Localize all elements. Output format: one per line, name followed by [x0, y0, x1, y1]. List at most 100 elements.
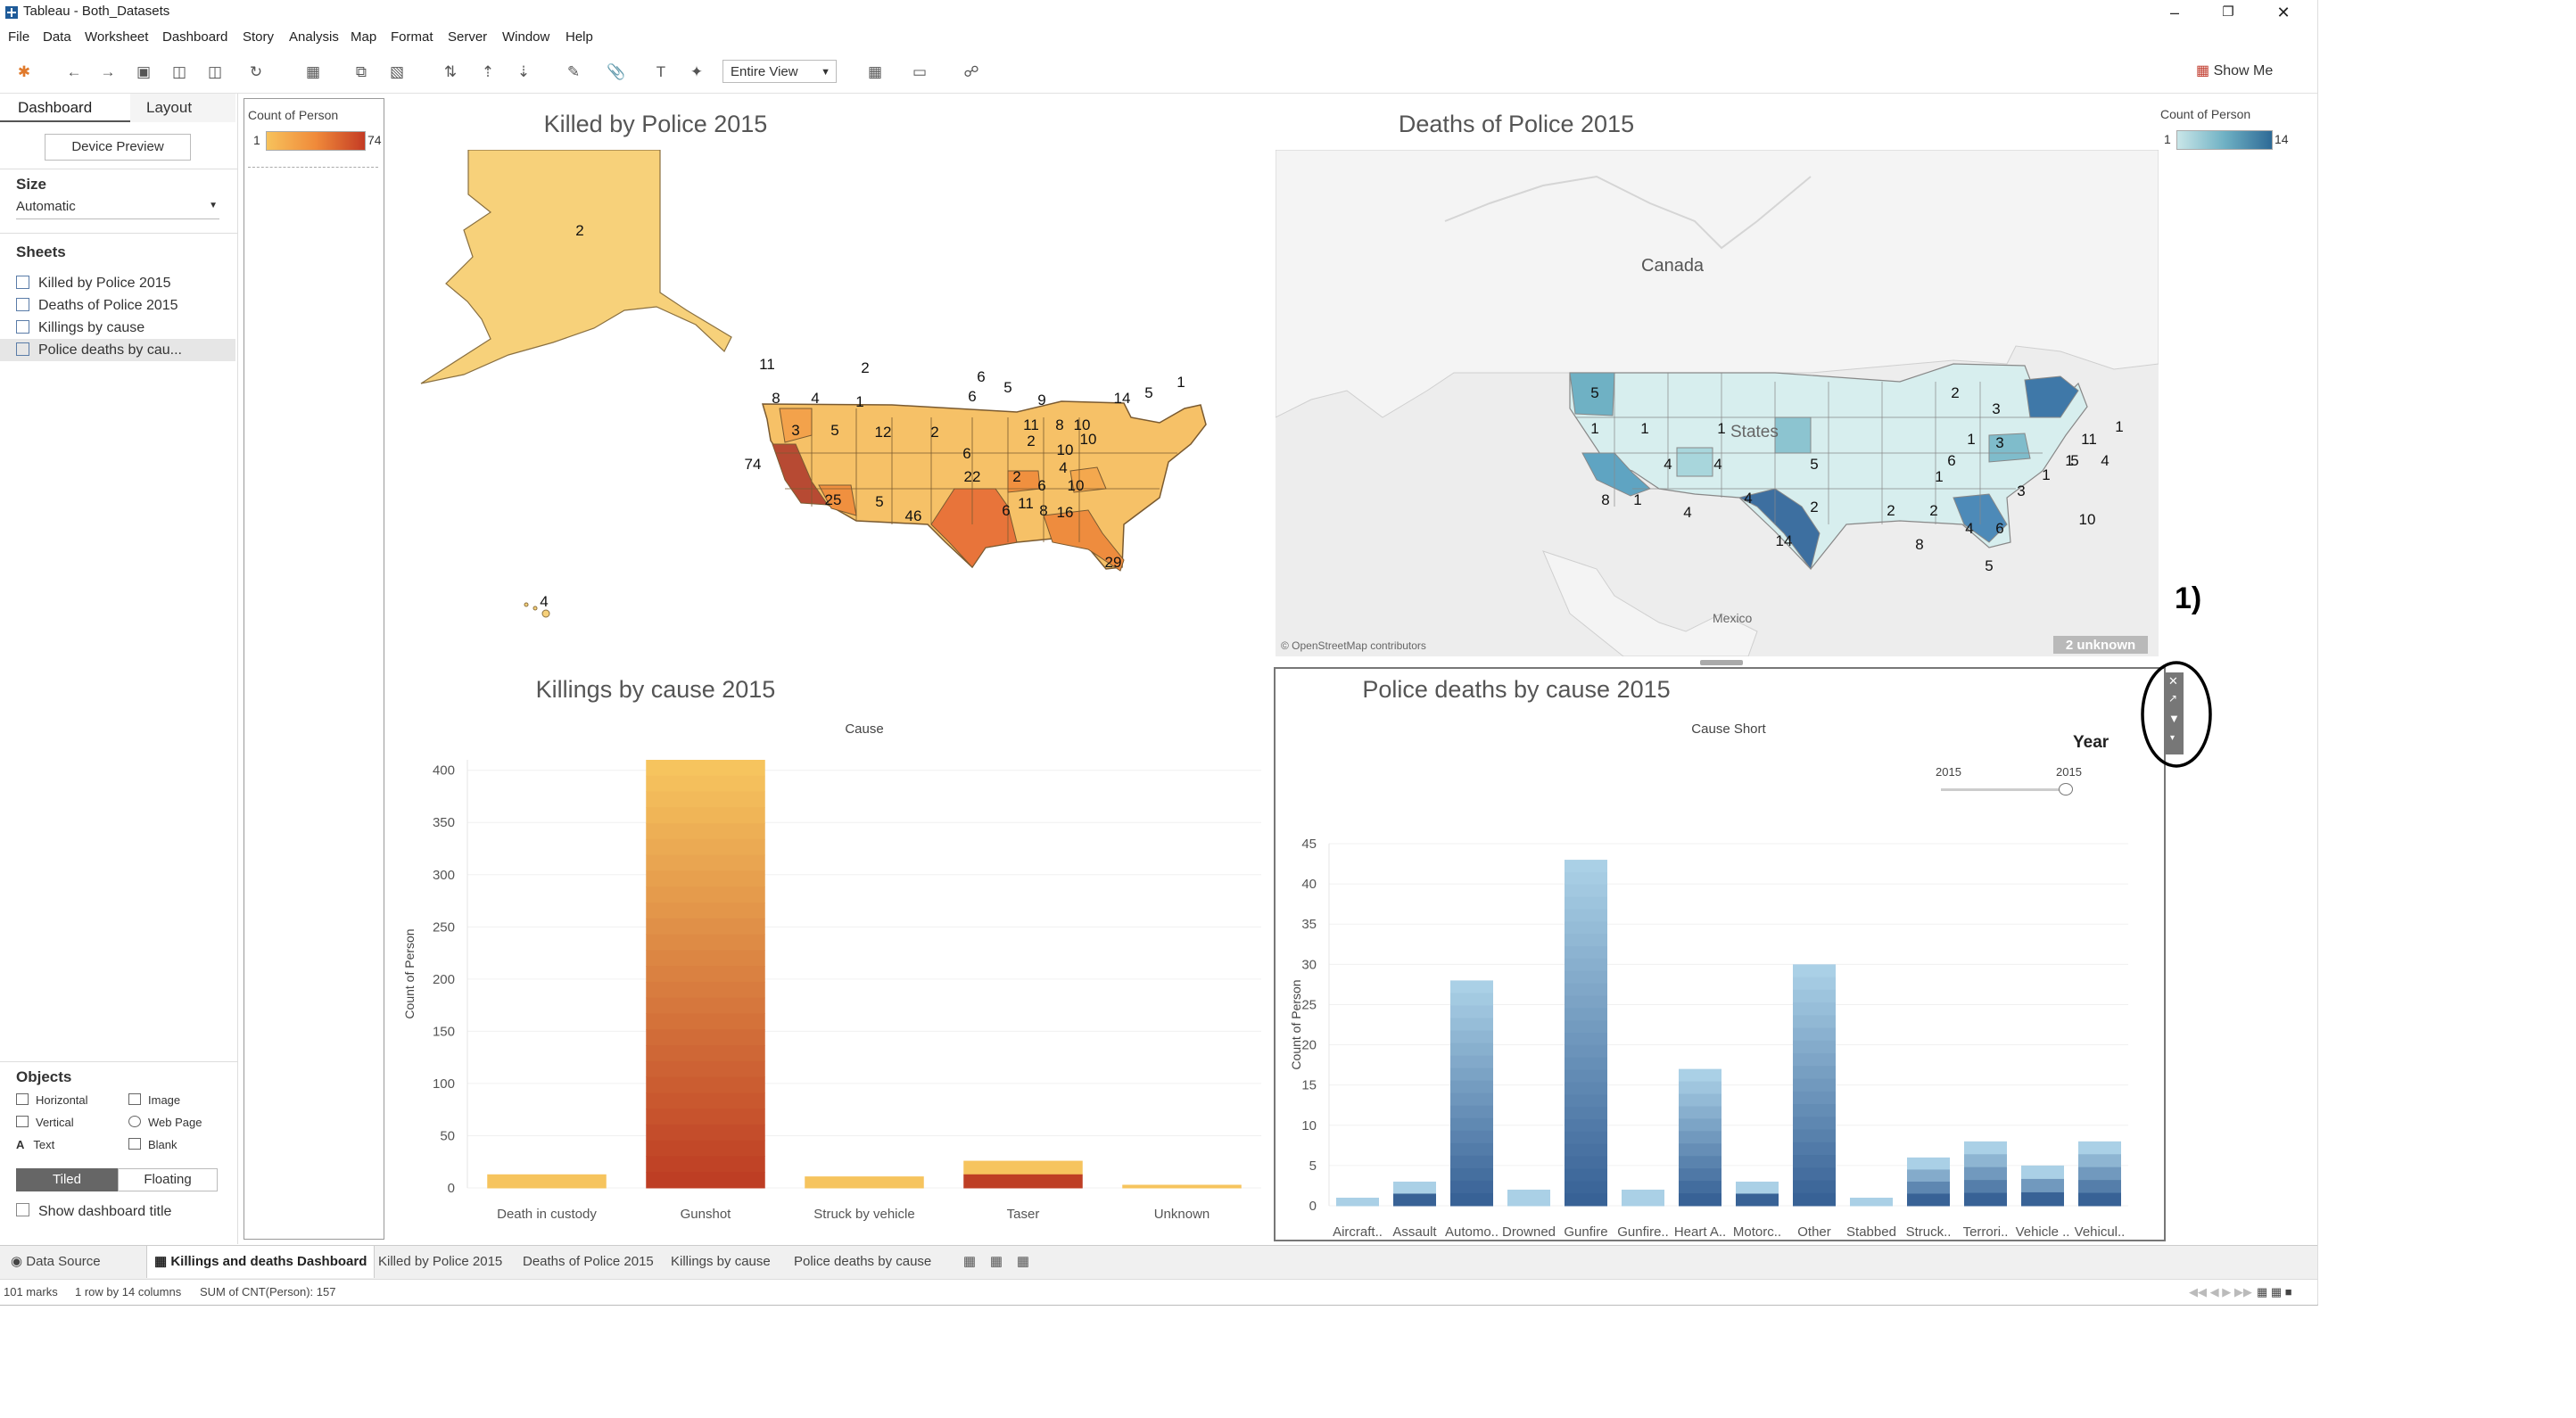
bar[interactable]: [1793, 964, 1836, 1207]
menu-analysis[interactable]: Analysis: [289, 29, 339, 45]
swap-icon[interactable]: ⇅: [443, 63, 458, 80]
new-worksheet-tab-icon[interactable]: ▦: [962, 1254, 977, 1269]
sheet-item-killings-cause[interactable]: Killings by cause: [16, 317, 235, 339]
contiguous-us-region[interactable]: [761, 400, 1207, 572]
view-mode-icon[interactable]: ▦ ▦ ■: [2257, 1285, 2292, 1298]
tab-navigation-icon[interactable]: ◀◀ ◀ ▶ ▶▶: [2189, 1285, 2252, 1298]
hawaii-region[interactable]: [524, 602, 550, 618]
go-to-sheet-icon[interactable]: ↗: [2168, 692, 2178, 705]
object-text[interactable]: A Text: [16, 1138, 54, 1151]
menu-window[interactable]: Window: [502, 29, 550, 45]
fit-dropdown[interactable]: Entire View ▼: [722, 60, 837, 83]
sheet-item-deaths[interactable]: Deaths of Police 2015: [16, 294, 235, 317]
menu-help[interactable]: Help: [566, 29, 593, 45]
tab-data-source[interactable]: ◉ Data Source: [4, 1246, 108, 1278]
tiled-toggle[interactable]: Tiled: [16, 1168, 118, 1191]
presentation-icon[interactable]: ▭: [912, 63, 928, 80]
bar[interactable]: [1393, 1181, 1436, 1207]
duplicate-icon[interactable]: ⧉: [355, 63, 367, 80]
bar[interactable]: [487, 1174, 607, 1189]
legend-blue-ramp[interactable]: [2176, 130, 2273, 150]
object-image[interactable]: Image: [128, 1093, 180, 1107]
menu-file[interactable]: File: [8, 29, 30, 45]
more-options-icon[interactable]: ▾: [2170, 733, 2176, 743]
sheet-item-police-cause[interactable]: Police deaths by cau...: [0, 339, 235, 361]
object-web-page[interactable]: Web Page: [128, 1116, 202, 1129]
bar[interactable]: [1450, 980, 1493, 1207]
tab-layout[interactable]: Layout: [130, 94, 235, 122]
bar[interactable]: [646, 760, 765, 1189]
tab-killings-cause[interactable]: Killings by cause: [671, 1254, 771, 1269]
tab-dashboard-active[interactable]: ▦ Killings and deaths Dashboard: [146, 1246, 376, 1278]
object-horizontal[interactable]: Horizontal: [16, 1093, 88, 1107]
minimize-button[interactable]: –: [2169, 4, 2179, 21]
new-story-tab-icon[interactable]: ▦: [1016, 1254, 1030, 1269]
menu-data[interactable]: Data: [43, 29, 71, 45]
bar[interactable]: [963, 1160, 1083, 1189]
year-slider-track[interactable]: [1941, 788, 2066, 791]
label-icon[interactable]: T: [656, 63, 666, 80]
size-dropdown[interactable]: Automatic ▼: [16, 199, 219, 219]
sort-descending-icon[interactable]: ⇣: [516, 63, 531, 80]
bar[interactable]: [1679, 1068, 1721, 1207]
bar[interactable]: [1565, 860, 1607, 1207]
pin-icon[interactable]: ✦: [689, 63, 704, 80]
year-filter[interactable]: Year 2015 2015: [1936, 733, 2141, 804]
menu-worksheet[interactable]: Worksheet: [85, 29, 149, 45]
show-me-button[interactable]: ▦ Show Me: [2196, 62, 2273, 79]
save-icon[interactable]: ▣: [136, 63, 152, 80]
new-data-source-icon[interactable]: ◫: [171, 63, 187, 80]
maximize-button[interactable]: ❐: [2222, 4, 2234, 20]
menu-dashboard[interactable]: Dashboard: [162, 29, 228, 45]
police-deaths-by-cause-chart[interactable]: Cause Short Count of Person 0 5 10 15 20 25 30 35…: [1276, 712, 2164, 1240]
remove-icon[interactable]: ✕: [2168, 674, 2178, 688]
object-vertical[interactable]: Vertical: [16, 1116, 74, 1129]
zone-resize-handle[interactable]: [1700, 660, 1743, 665]
tableau-icon[interactable]: ✱: [17, 63, 31, 80]
alaska-region[interactable]: [420, 150, 732, 384]
bar[interactable]: [1736, 1181, 1779, 1207]
close-button[interactable]: ✕: [2276, 4, 2291, 21]
new-worksheet-icon[interactable]: ▦: [305, 63, 321, 80]
share-icon[interactable]: ☍: [963, 63, 979, 80]
refresh-icon[interactable]: ↻: [249, 63, 263, 80]
menu-format[interactable]: Format: [391, 29, 433, 45]
selected-zone-border[interactable]: [1274, 667, 2166, 1241]
object-blank[interactable]: Blank: [128, 1138, 178, 1151]
bar[interactable]: [2078, 1141, 2121, 1207]
bar[interactable]: [1907, 1157, 1950, 1207]
show-title-checkbox[interactable]: Show dashboard title: [16, 1203, 171, 1220]
filter-icon[interactable]: ▼: [2168, 712, 2180, 725]
clear-sheet-icon[interactable]: ▧: [389, 63, 405, 80]
show-cards-icon[interactable]: ▦: [867, 63, 883, 80]
bar[interactable]: [1964, 1141, 2007, 1207]
unknown-indicator[interactable]: [2053, 636, 2148, 654]
year-slider-handle[interactable]: [2059, 783, 2073, 796]
menu-story[interactable]: Story: [243, 29, 275, 45]
bar[interactable]: [1122, 1184, 1242, 1189]
undo-icon[interactable]: ←: [66, 63, 82, 80]
group-icon[interactable]: 📎: [607, 63, 626, 80]
menu-map[interactable]: Map: [351, 29, 377, 45]
tab-police-cause[interactable]: Police deaths by cause: [794, 1254, 932, 1269]
highlight-icon[interactable]: ✎: [566, 63, 581, 80]
new-dashboard-tab-icon[interactable]: ▦: [989, 1254, 1003, 1269]
legend-orange-ramp[interactable]: [266, 131, 366, 151]
tab-dashboard[interactable]: Dashboard: [0, 94, 130, 122]
redo-icon[interactable]: →: [100, 63, 116, 80]
bar[interactable]: [805, 1176, 924, 1189]
pause-updates-icon[interactable]: ◫: [207, 63, 223, 80]
floating-toggle[interactable]: Floating: [118, 1168, 218, 1191]
bar[interactable]: [1622, 1189, 1664, 1207]
menu-server[interactable]: Server: [448, 29, 488, 45]
tab-deaths[interactable]: Deaths of Police 2015: [523, 1254, 654, 1269]
bar[interactable]: [1850, 1197, 1893, 1207]
sheet-item-killed[interactable]: Killed by Police 2015: [16, 272, 235, 294]
bar[interactable]: [2021, 1165, 2064, 1207]
tab-killed[interactable]: Killed by Police 2015: [378, 1254, 503, 1269]
killings-by-cause-chart[interactable]: Cause Count of Person 0 50 100 150 200 250 300 35…: [392, 712, 1276, 1243]
bar[interactable]: [1507, 1189, 1550, 1207]
device-preview-button[interactable]: Device Preview: [45, 134, 191, 161]
